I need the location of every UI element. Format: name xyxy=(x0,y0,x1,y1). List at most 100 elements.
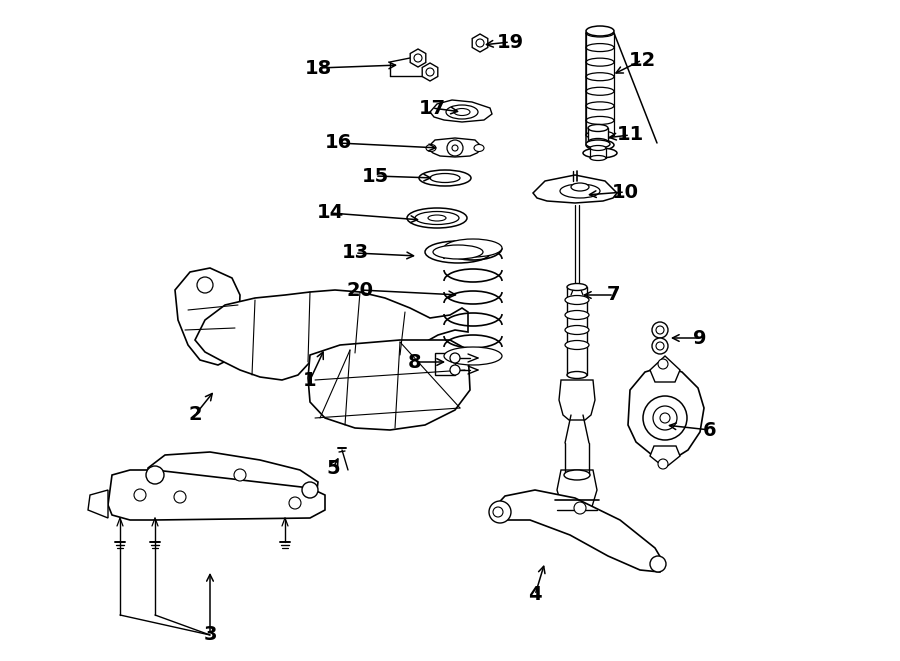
Ellipse shape xyxy=(446,105,478,119)
Circle shape xyxy=(134,489,146,501)
Bar xyxy=(586,106,614,120)
Circle shape xyxy=(653,406,677,430)
Circle shape xyxy=(450,365,460,375)
Circle shape xyxy=(574,502,586,514)
Text: 4: 4 xyxy=(528,586,542,605)
Circle shape xyxy=(656,326,664,334)
Ellipse shape xyxy=(567,371,587,379)
Polygon shape xyxy=(108,470,325,520)
Circle shape xyxy=(174,491,186,503)
Circle shape xyxy=(197,277,213,293)
Ellipse shape xyxy=(567,284,587,290)
Circle shape xyxy=(146,466,164,484)
Circle shape xyxy=(302,482,318,498)
Polygon shape xyxy=(650,446,680,468)
Ellipse shape xyxy=(586,116,614,124)
Polygon shape xyxy=(410,49,426,67)
Ellipse shape xyxy=(430,173,460,182)
Bar xyxy=(586,77,614,91)
Ellipse shape xyxy=(586,131,614,139)
Polygon shape xyxy=(195,290,468,380)
Ellipse shape xyxy=(586,102,614,110)
Circle shape xyxy=(476,39,484,47)
Ellipse shape xyxy=(586,44,614,52)
Circle shape xyxy=(489,501,511,523)
Text: 19: 19 xyxy=(497,32,524,52)
Text: 20: 20 xyxy=(346,280,374,299)
Polygon shape xyxy=(422,63,437,81)
Ellipse shape xyxy=(415,212,459,225)
Text: 14: 14 xyxy=(317,204,344,223)
Ellipse shape xyxy=(586,73,614,81)
Circle shape xyxy=(493,507,503,517)
Ellipse shape xyxy=(586,140,614,150)
Ellipse shape xyxy=(590,145,606,151)
Text: 18: 18 xyxy=(304,59,331,77)
Circle shape xyxy=(660,413,670,423)
Ellipse shape xyxy=(565,325,589,334)
Circle shape xyxy=(652,338,668,354)
Polygon shape xyxy=(650,356,680,382)
Polygon shape xyxy=(308,340,470,430)
Circle shape xyxy=(658,359,668,369)
Bar xyxy=(586,139,614,147)
Ellipse shape xyxy=(425,241,491,263)
Ellipse shape xyxy=(565,340,589,350)
Ellipse shape xyxy=(454,108,470,116)
Ellipse shape xyxy=(586,58,614,66)
Ellipse shape xyxy=(590,155,606,161)
Circle shape xyxy=(658,459,668,469)
Text: 9: 9 xyxy=(693,329,706,348)
Polygon shape xyxy=(472,34,488,52)
Text: 3: 3 xyxy=(203,625,217,644)
Bar xyxy=(586,62,614,77)
Circle shape xyxy=(289,497,301,509)
Bar xyxy=(435,353,455,375)
Ellipse shape xyxy=(586,87,614,95)
Text: 2: 2 xyxy=(188,405,202,424)
Polygon shape xyxy=(430,100,492,122)
Circle shape xyxy=(650,556,666,572)
Circle shape xyxy=(452,145,458,151)
Polygon shape xyxy=(533,175,617,203)
Text: 10: 10 xyxy=(611,182,638,202)
Polygon shape xyxy=(557,470,597,510)
Circle shape xyxy=(643,396,687,440)
Polygon shape xyxy=(88,490,108,518)
Ellipse shape xyxy=(583,148,617,158)
Ellipse shape xyxy=(564,470,590,480)
Text: 13: 13 xyxy=(341,243,369,262)
Circle shape xyxy=(234,469,246,481)
Circle shape xyxy=(652,322,668,338)
Polygon shape xyxy=(427,138,483,157)
Bar xyxy=(586,120,614,135)
Ellipse shape xyxy=(588,124,608,132)
Ellipse shape xyxy=(419,170,471,186)
Ellipse shape xyxy=(586,29,614,37)
Text: 15: 15 xyxy=(362,167,389,186)
Text: 7: 7 xyxy=(608,286,621,305)
Circle shape xyxy=(656,342,664,350)
Ellipse shape xyxy=(560,184,600,198)
Ellipse shape xyxy=(444,347,502,365)
Text: 5: 5 xyxy=(326,459,340,477)
Text: 8: 8 xyxy=(409,352,422,371)
Bar xyxy=(588,128,608,142)
Ellipse shape xyxy=(474,145,484,151)
Text: 16: 16 xyxy=(324,134,352,153)
Text: 17: 17 xyxy=(418,98,446,118)
Ellipse shape xyxy=(565,295,589,305)
Circle shape xyxy=(414,54,422,62)
Polygon shape xyxy=(148,452,318,505)
Polygon shape xyxy=(559,380,595,420)
Text: 6: 6 xyxy=(703,420,716,440)
Ellipse shape xyxy=(433,245,483,259)
Ellipse shape xyxy=(426,145,436,151)
Bar xyxy=(586,33,614,48)
Ellipse shape xyxy=(565,311,589,319)
Ellipse shape xyxy=(586,140,610,148)
Bar xyxy=(590,148,606,158)
Bar xyxy=(586,91,614,106)
Text: 12: 12 xyxy=(628,50,655,69)
Ellipse shape xyxy=(444,239,502,257)
